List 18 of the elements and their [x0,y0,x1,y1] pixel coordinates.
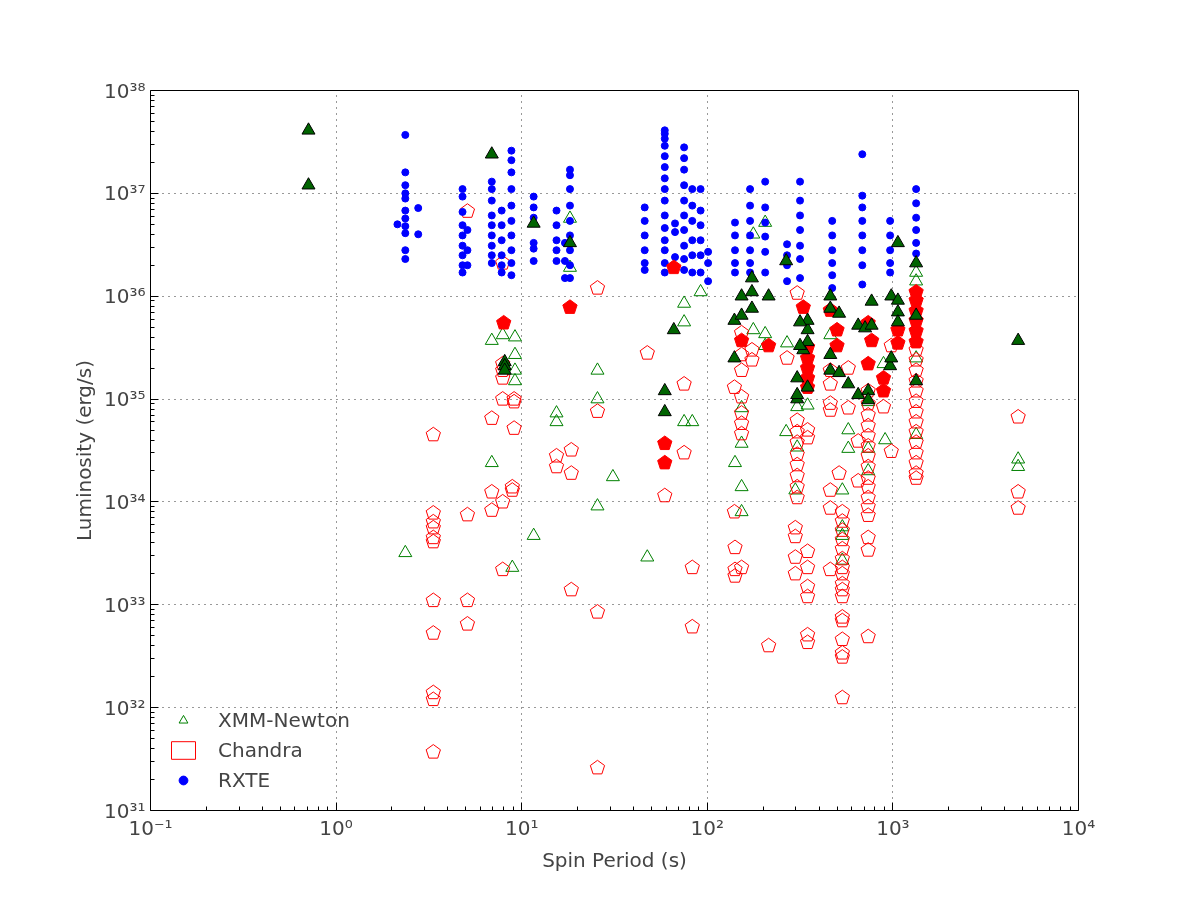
y-tick-label: 10³⁴ [104,489,146,514]
y-axis-title: Luminosity (erg/s) [72,359,97,542]
x-axis-title: Spin Period (s) [542,847,687,872]
x-tick-label: 10¹ [504,815,539,840]
x-tick-label: 10⁻¹ [128,815,173,840]
legend-label: XMM-Newton [218,708,350,732]
legend-label: Chandra [218,738,303,762]
x-tick-label: 10² [690,815,725,840]
x-tick-label: 10³ [876,815,910,840]
x-tick-label: 10⁴ [1061,815,1096,840]
y-tick-label: 10³⁵ [104,387,146,412]
y-tick-label: 10³³ [104,592,146,617]
y-tick-label: 10³⁸ [104,78,146,103]
y-tick-label: 10³² [104,695,146,720]
x-tick-label: 10⁰ [319,815,353,840]
legend-label: RXTE [218,768,271,792]
y-tick-label: 10³⁷ [104,181,146,206]
y-tick-label: 10³⁶ [104,284,146,309]
